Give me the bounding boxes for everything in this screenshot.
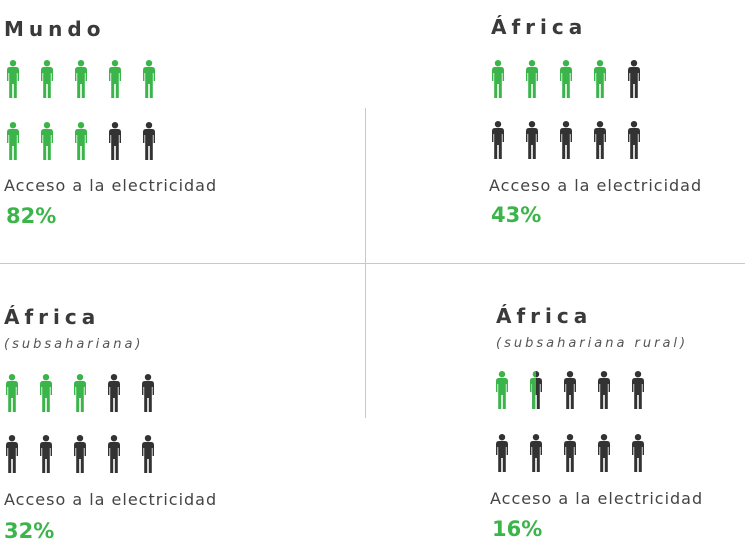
person-icon <box>632 371 644 409</box>
person-icon <box>143 122 155 160</box>
person-icon <box>632 434 644 472</box>
person-icon <box>492 121 504 159</box>
person-icon <box>74 374 86 412</box>
person-icon <box>74 435 86 473</box>
person-icon <box>560 121 572 159</box>
person-icon <box>530 434 542 472</box>
panel-title: África <box>491 15 588 39</box>
person-icon <box>598 371 610 409</box>
person-icon <box>564 371 576 409</box>
person-icon <box>108 435 120 473</box>
person-icon <box>594 121 606 159</box>
person-icon <box>41 122 53 160</box>
panel-subtitle: (subsahariana) <box>4 337 144 352</box>
person-icon <box>6 435 18 473</box>
panel-value: 82% <box>6 204 57 228</box>
person-icon <box>75 60 87 98</box>
person-icon <box>142 374 154 412</box>
person-icon <box>40 435 52 473</box>
person-icon <box>109 122 121 160</box>
person-icon <box>496 434 508 472</box>
person-icon <box>628 60 640 98</box>
panel-value: 16% <box>492 517 543 541</box>
person-icon <box>40 374 52 412</box>
person-icon <box>75 122 87 160</box>
person-icon <box>142 435 154 473</box>
person-icon <box>564 434 576 472</box>
panel-value: 32% <box>4 519 55 543</box>
person-icon <box>526 121 538 159</box>
panel-subtitle: (subsahariana rural) <box>496 336 689 351</box>
person-icon <box>7 122 19 160</box>
person-icon <box>560 60 572 98</box>
person-icon <box>526 60 538 98</box>
panel-title: Mundo <box>4 17 106 41</box>
person-icon <box>143 60 155 98</box>
person-icon <box>41 60 53 98</box>
person-icon <box>7 60 19 98</box>
person-icon <box>6 374 18 412</box>
panel-label: Acceso a la electricidad <box>4 490 218 509</box>
person-icon <box>598 434 610 472</box>
panel-label: Acceso a la electricidad <box>490 489 704 508</box>
person-icon <box>628 121 640 159</box>
panel-label: Acceso a la electricidad <box>4 176 218 195</box>
panel-value: 43% <box>491 203 542 227</box>
person-icon <box>492 60 504 98</box>
horizontal-divider <box>0 263 745 264</box>
person-icon <box>496 371 508 409</box>
panel-title: África <box>496 304 593 328</box>
panel-label: Acceso a la electricidad <box>489 176 703 195</box>
panel-title: África <box>4 305 101 329</box>
person-icon <box>108 374 120 412</box>
person-icon <box>530 371 542 409</box>
person-icon <box>109 60 121 98</box>
person-icon <box>594 60 606 98</box>
